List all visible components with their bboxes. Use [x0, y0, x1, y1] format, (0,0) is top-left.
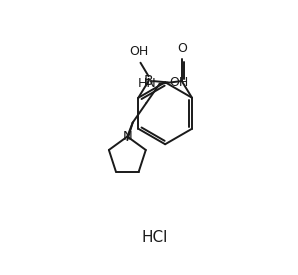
Text: O: O: [177, 42, 187, 55]
Text: OH: OH: [169, 76, 189, 89]
Text: OH: OH: [130, 45, 149, 58]
Text: B: B: [144, 74, 153, 88]
Text: N: N: [122, 130, 132, 143]
Text: HCl: HCl: [141, 230, 167, 245]
Text: HN: HN: [138, 77, 156, 90]
